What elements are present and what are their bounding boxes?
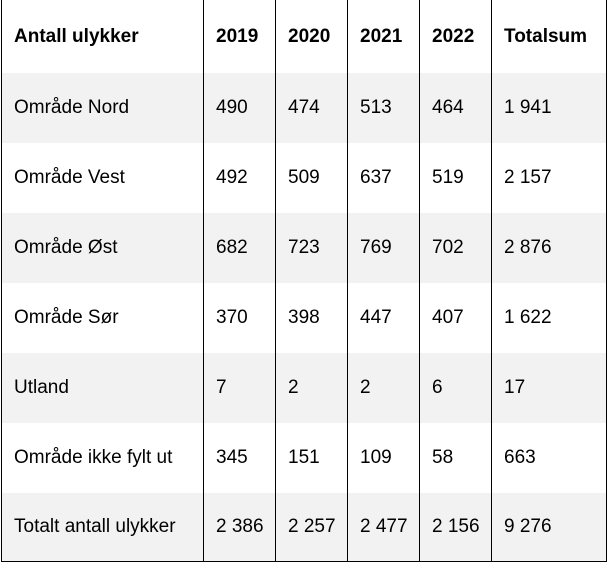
- table-cell: 447: [347, 283, 420, 353]
- header-cell: 2020: [275, 0, 348, 73]
- table-cell: 2: [275, 353, 348, 423]
- row-label: Område Nord: [1, 73, 204, 143]
- table-cell: 682: [203, 213, 276, 283]
- table-cell: 513: [347, 73, 420, 143]
- table-cell: 702: [419, 213, 492, 283]
- table-cell: 490: [203, 73, 276, 143]
- table-cell: 723: [275, 213, 348, 283]
- row-label: Utland: [1, 353, 204, 423]
- table-cell: 345: [203, 423, 276, 493]
- table-cell: 6: [419, 353, 492, 423]
- table-cell: 2 257: [275, 493, 348, 562]
- table-cell: 17: [491, 353, 607, 423]
- table-cell: 2 477: [347, 493, 420, 562]
- table-cell: 2: [347, 353, 420, 423]
- table-cell: 509: [275, 143, 348, 213]
- table-cell: 151: [275, 423, 348, 493]
- table-cell: 7: [203, 353, 276, 423]
- table-cell: 2 157: [491, 143, 607, 213]
- row-label: Område ikke fylt ut: [1, 423, 204, 493]
- table-row: Område Øst 682 723 769 702 2 876: [1, 213, 607, 283]
- table-cell: 663: [491, 423, 607, 493]
- table-cell: 2 156: [419, 493, 492, 562]
- table-cell: 407: [419, 283, 492, 353]
- header-cell: 2022: [419, 0, 492, 73]
- table-cell: 464: [419, 73, 492, 143]
- table-cell: 58: [419, 423, 492, 493]
- header-row: Antall ulykker 2019 2020 2021 2022 Total…: [2, 0, 607, 73]
- table-row: Område Vest 492 509 637 519 2 157: [1, 143, 607, 213]
- table-row: Område Nord 490 474 513 464 1 941: [1, 73, 607, 143]
- table-cell: 9 276: [491, 493, 607, 562]
- table-cell: 769: [347, 213, 420, 283]
- table-cell: 2 386: [203, 493, 276, 562]
- table-cell: 398: [275, 283, 348, 353]
- table-cell: 109: [347, 423, 420, 493]
- header-cell: Antall ulykker: [14, 25, 139, 47]
- table-cell: 2 876: [491, 213, 607, 283]
- row-label: Totalt antall ulykker: [1, 493, 204, 562]
- header-cell: Totalsum: [491, 0, 607, 73]
- table-cell: 1 622: [491, 283, 607, 353]
- table-cell: 1 941: [491, 73, 607, 143]
- table-row: Område Sør 370 398 447 407 1 622: [1, 283, 607, 353]
- header-cell: 2019: [203, 0, 276, 73]
- row-label: Område Vest: [1, 143, 204, 213]
- table-row: Utland 7 2 2 6 17: [1, 353, 607, 423]
- table-cell: 492: [203, 143, 276, 213]
- table-cell: 474: [275, 73, 348, 143]
- row-label: Område Øst: [1, 213, 204, 283]
- table-cell: 519: [419, 143, 492, 213]
- table-row: Område ikke fylt ut 345 151 109 58 663: [1, 423, 607, 493]
- table-cell: 370: [203, 283, 276, 353]
- row-label: Område Sør: [1, 283, 204, 353]
- header-cell: 2021: [347, 0, 420, 73]
- table-cell: 637: [347, 143, 420, 213]
- total-row: Totalt antall ulykker 2 386 2 257 2 477 …: [1, 493, 607, 562]
